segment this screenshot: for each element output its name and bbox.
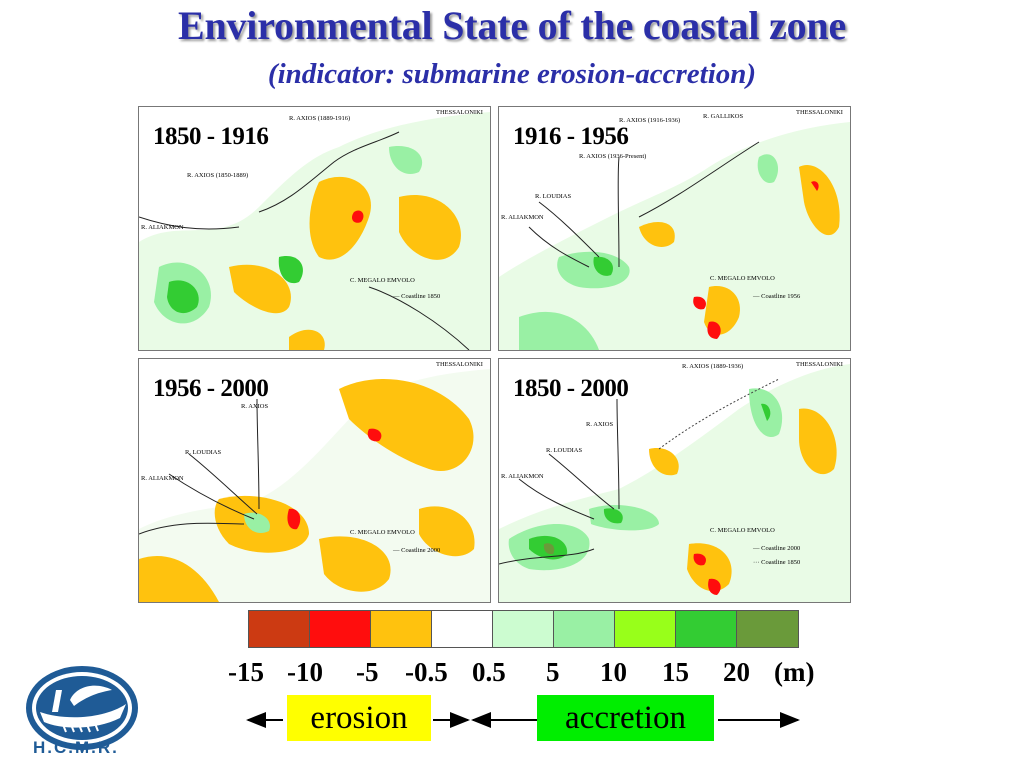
legend-unit: (m): [774, 657, 815, 687]
map-1916-1956-graphic: [499, 122, 850, 350]
color-legend: [248, 610, 799, 648]
label-aliakmon: R. ALIAKMON: [501, 473, 544, 480]
period-label: 1850 - 2000: [513, 375, 629, 402]
legend-tick: -15: [228, 657, 264, 687]
label-thessaloniki: THESSALONIKI: [796, 109, 843, 116]
map-1956-2000-graphic: [139, 369, 490, 602]
label-cape: C. MEGALO EMVOLO: [710, 275, 775, 282]
accretion-label: accretion: [537, 695, 714, 741]
erosion-label: erosion: [287, 695, 431, 741]
label-axios-a: R. AXIOS (1889-1916): [289, 115, 351, 122]
label-thessaloniki: THESSALONIKI: [436, 361, 483, 368]
map-1850-1916-graphic: [139, 112, 490, 350]
map-1850-2000-graphic: [499, 364, 850, 602]
label-gallikos: R. GALLIKOS: [703, 113, 744, 120]
legend-swatch: [676, 611, 737, 647]
legend-swatch: [310, 611, 371, 647]
label-loudias: R. LOUDIAS: [535, 193, 572, 200]
period-label: 1850 - 1916: [153, 123, 269, 150]
label-aliakmon: R. ALIAKMON: [501, 214, 544, 221]
legend-swatch: [249, 611, 310, 647]
label-thessaloniki: THESSALONIKI: [436, 109, 483, 116]
label-loudias: R. LOUDIAS: [546, 447, 583, 454]
label-axios-b: R. AXIOS (1850-1889): [187, 172, 249, 179]
legend-tick: 15: [662, 657, 689, 687]
legend-tick: -10: [287, 657, 323, 687]
map-panel-1956-2000: 1956 - 2000 THESSALONIKI R. AXIOS R. LOU…: [138, 358, 491, 603]
label-coastline: — Coastline 1850: [393, 293, 441, 300]
label-axios-a: R. AXIOS (1916-1936): [619, 117, 681, 124]
label-loudias: R. LOUDIAS: [185, 449, 222, 456]
period-label: 1916 - 1956: [513, 123, 629, 150]
legend-swatch: [554, 611, 615, 647]
label-coastline-1850: ··· Coastline 1850: [753, 559, 801, 566]
label-coastline-2000: — Coastline 2000: [753, 545, 801, 552]
map-panel-1850-1916: 1850 - 1916 THESSALONIKI R. AXIOS (1889-…: [138, 106, 491, 351]
logo-text: H.C.M.R.: [33, 738, 119, 757]
legend-tick: -0.5: [405, 657, 448, 687]
legend-tick: 20: [723, 657, 750, 687]
label-cape: C. MEGALO EMVOLO: [350, 529, 415, 536]
label-axios: R. AXIOS: [241, 403, 269, 410]
legend-swatch: [493, 611, 554, 647]
legend-tick: 10: [600, 657, 627, 687]
label-coastline: — Coastline 2000: [393, 547, 441, 554]
label-coastline: — Coastline 1956: [753, 293, 801, 300]
legend-tick: 5: [546, 657, 560, 687]
legend-swatch: [371, 611, 432, 647]
slide-subtitle: (indicator: submarine erosion-accretion): [267, 58, 757, 90]
label-cape: C. MEGALO EMVOLO: [710, 527, 775, 534]
map-panel-1916-1956: 1916 - 1956 THESSALONIKI R. AXIOS (1916-…: [498, 106, 851, 351]
slide-title: Environmental State of the coastal zone: [177, 3, 847, 48]
label-aliakmon: R. ALIAKMON: [141, 475, 184, 482]
legend-tick: 0.5: [472, 657, 506, 687]
label-thessaloniki: THESSALONIKI: [796, 361, 843, 368]
legend-swatch: [432, 611, 493, 647]
ship-icon: [26, 666, 138, 750]
map-panel-1850-2000: 1850 - 2000 THESSALONIKI R. AXIOS (1889-…: [498, 358, 851, 603]
label-axios-a: R. AXIOS (1889-1936): [682, 363, 744, 370]
label-axios-b: R. AXIOS (1936-Present): [579, 153, 647, 160]
legend-swatch: [737, 611, 798, 647]
label-aliakmon: R. ALIAKMON: [141, 224, 184, 231]
legend-swatch: [615, 611, 676, 647]
label-axios: R. AXIOS: [586, 421, 614, 428]
label-cape: C. MEGALO EMVOLO: [350, 277, 415, 284]
period-label: 1956 - 2000: [153, 375, 269, 402]
range-arrows: [246, 712, 800, 728]
legend-tick: -5: [356, 657, 379, 687]
